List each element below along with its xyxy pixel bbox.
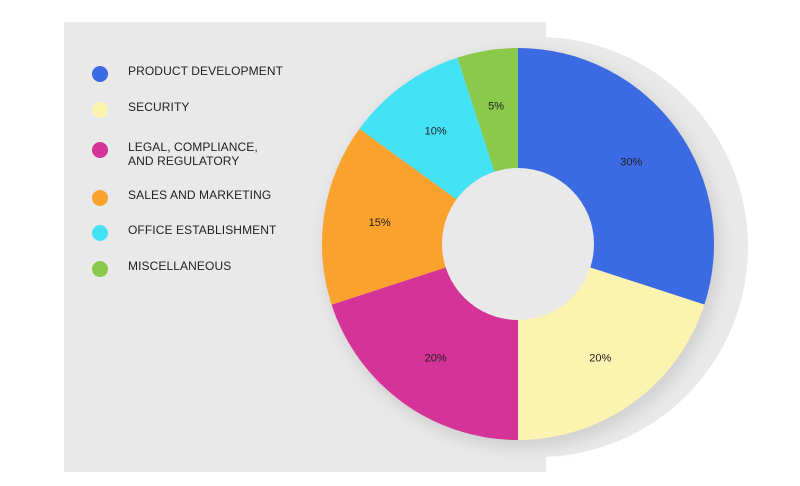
legend-item-office-establishment: OFFICE ESTABLISHMENT bbox=[92, 223, 276, 241]
legend-swatch-miscellaneous bbox=[92, 261, 108, 277]
legend-label-miscellaneous: MISCELLANEOUS bbox=[128, 259, 232, 273]
legend-label-security: SECURITY bbox=[128, 100, 190, 114]
legend-swatch-office-establishment bbox=[92, 225, 108, 241]
legend-label-legal-compliance: LEGAL, COMPLIANCE, AND REGULATORY bbox=[128, 140, 258, 168]
legend-label-office-establishment: OFFICE ESTABLISHMENT bbox=[128, 223, 277, 237]
legend-swatch-security bbox=[92, 102, 108, 118]
legend-item-legal-compliance: LEGAL, COMPLIANCE, AND REGULATORY bbox=[92, 140, 258, 168]
legend-label-product-development: PRODUCT DEVELOPMENT bbox=[128, 64, 284, 78]
slice-label-office-establishment: 10% bbox=[425, 126, 447, 138]
slice-label-legal-compliance: 20% bbox=[425, 352, 447, 364]
slice-label-sales-marketing: 15% bbox=[369, 217, 391, 229]
slice-label-miscellaneous: 5% bbox=[488, 101, 504, 113]
donut-hole bbox=[442, 168, 594, 320]
legend-item-product-development: PRODUCT DEVELOPMENT bbox=[92, 64, 283, 82]
legend-swatch-product-development bbox=[92, 66, 108, 82]
legend-item-security: SECURITY bbox=[92, 100, 189, 118]
legend-label-sales-marketing: SALES AND MARKETING bbox=[128, 188, 272, 202]
slice-sales-marketing bbox=[321, 128, 518, 305]
legend-item-sales-marketing: SALES AND MARKETING bbox=[92, 188, 271, 206]
slice-label-product-development: 30% bbox=[620, 157, 642, 169]
legend-swatch-legal-compliance bbox=[92, 142, 108, 158]
slice-label-security: 20% bbox=[589, 352, 611, 364]
legend-swatch-sales-marketing bbox=[92, 190, 108, 206]
legend-item-miscellaneous: MISCELLANEOUS bbox=[92, 259, 231, 277]
